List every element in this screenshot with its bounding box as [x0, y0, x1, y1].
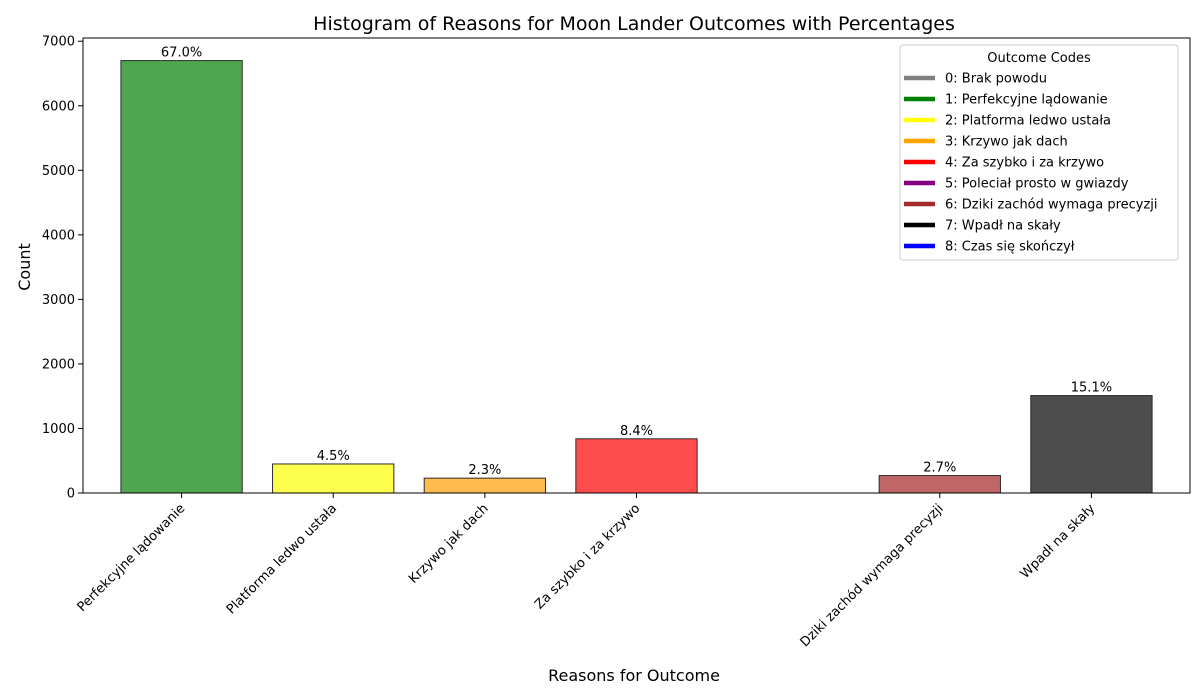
- y-tick-label: 3000: [42, 293, 75, 308]
- bar: [272, 463, 395, 494]
- y-tick-label: 5000: [42, 164, 75, 179]
- y-axis-label: Count: [15, 243, 34, 291]
- plot-frame: [82, 37, 1191, 494]
- y-tick-label: 6000: [42, 99, 75, 114]
- legend-box: [899, 44, 1179, 261]
- bar-percent-label: 8.4%: [620, 424, 653, 439]
- y-tick-label: 4000: [42, 228, 75, 243]
- x-tick-label: Za szybko i za krzywo: [532, 501, 643, 612]
- legend-entry: 7: Wpadł na skały: [945, 219, 1061, 234]
- x-tick-label: Perfekcyjne lądowanie: [75, 501, 189, 615]
- x-tick-label: Wpadł na skały: [1018, 501, 1099, 582]
- bar-percent-label: 2.3%: [468, 463, 501, 478]
- y-tick-label: 7000: [42, 35, 75, 50]
- legend-entry: 0: Brak powodu: [945, 72, 1047, 87]
- bar: [423, 477, 547, 494]
- bar-percent-label: 67.0%: [161, 46, 202, 61]
- bar: [120, 60, 243, 494]
- y-tick-label: 2000: [42, 357, 75, 372]
- legend-entry: 5: Poleciał prosto w gwiazdy: [945, 177, 1129, 192]
- bar: [878, 475, 1001, 494]
- x-tick-label: Platforma ledwo ustała: [224, 501, 340, 617]
- x-tick-label: Krzywo jak dach: [406, 501, 492, 587]
- bar-percent-label: 4.5%: [317, 449, 350, 464]
- y-tick-label: 1000: [42, 422, 75, 437]
- bar-percent-label: 2.7%: [923, 461, 956, 476]
- chart-title: Histogram of Reasons for Moon Lander Out…: [313, 13, 955, 35]
- legend-title: Outcome Codes: [987, 51, 1091, 66]
- bars-layer: 67.0% 4.5% 2.3% 8.4% 2.7% 15.1%: [120, 46, 1153, 494]
- bar-percent-label: 15.1%: [1071, 381, 1112, 396]
- bar: [1030, 395, 1153, 494]
- y-tick-label: 0: [67, 487, 75, 502]
- legend-entry: 3: Krzywo jak dach: [945, 135, 1068, 150]
- legend-entry: 6: Dziki zachód wymaga precyzji: [945, 198, 1158, 213]
- bar: [575, 438, 698, 494]
- legend: Outcome Codes 0: Brak powodu 1: Perfekcyjn…: [899, 44, 1179, 261]
- legend-entry: 8: Czas się skończył: [945, 240, 1075, 255]
- x-tick-label: Dziki zachód wymaga precyzji: [798, 501, 947, 650]
- x-axis-label: Reasons for Outcome: [548, 666, 720, 685]
- legend-entry: 4: Za szybko i za krzywo: [945, 156, 1104, 171]
- legend-entry: 1: Perfekcyjne lądowanie: [945, 93, 1108, 108]
- legend-entry: 2: Platforma ledwo ustała: [945, 114, 1111, 129]
